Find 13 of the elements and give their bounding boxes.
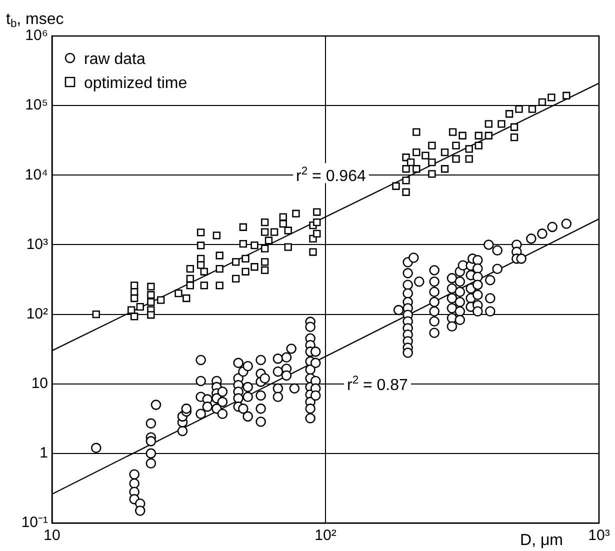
- y-tick-label: 1: [40, 444, 48, 462]
- x-tick-label: 10: [44, 527, 60, 544]
- x-tick-label: 10³: [588, 527, 610, 544]
- legend-label: raw data: [84, 51, 146, 68]
- y-tick-label: 10⁶: [25, 27, 48, 44]
- x-tick-label: 10²: [314, 527, 336, 544]
- legend-label: optimized time: [84, 75, 188, 92]
- y-tick-label: 10⁵: [25, 96, 48, 114]
- y-tick-label: 10: [31, 375, 48, 392]
- y-tick-label: 10³: [26, 236, 48, 253]
- y-tick-label: 10⁴: [24, 166, 48, 184]
- x-axis-title: D, μm: [520, 532, 564, 549]
- y-tick-label: 10²: [26, 305, 48, 322]
